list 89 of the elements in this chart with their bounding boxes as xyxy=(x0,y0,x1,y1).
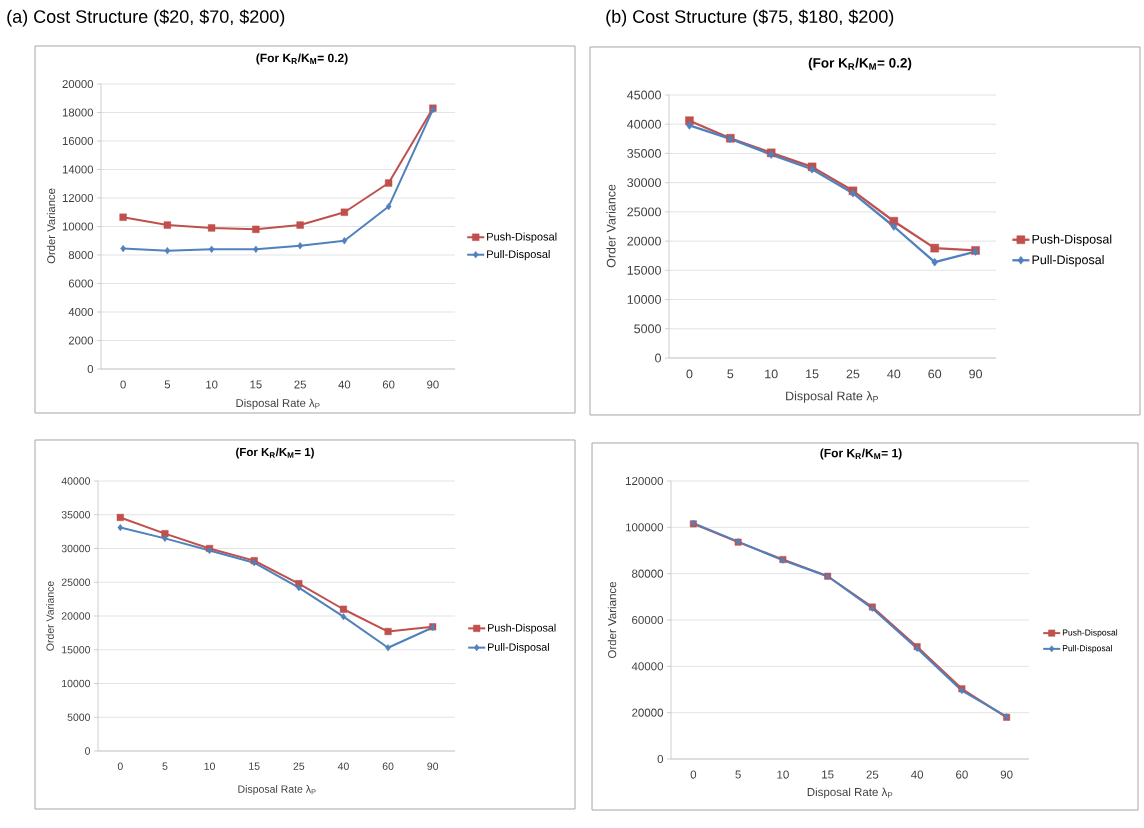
y-tick-label: 12000 xyxy=(62,193,94,202)
x-tick-label: 10 xyxy=(777,770,789,779)
y-tick-label: 20000 xyxy=(632,708,664,717)
y-tick-label: 10000 xyxy=(62,679,91,688)
x-tick-label: 15 xyxy=(822,770,834,779)
y-tick-label: 30000 xyxy=(61,544,91,553)
x-tick-label: 25 xyxy=(846,369,860,379)
x-tick-label: 5 xyxy=(735,770,741,779)
x-tick-label: 15 xyxy=(806,369,819,379)
x-tick-label: 90 xyxy=(969,369,983,379)
y-tick-label: 45000 xyxy=(627,90,661,100)
legend-label: Push-Disposal xyxy=(488,623,556,634)
y-tick-label: 60000 xyxy=(632,615,664,625)
x-tick-label: 5 xyxy=(727,369,734,379)
legend-label: Pull-Disposal xyxy=(1032,255,1104,267)
y-tick-label: 35000 xyxy=(627,149,661,158)
x-tick-label: 10 xyxy=(204,762,215,770)
x-tick-label: 10 xyxy=(765,369,778,379)
y-axis-title: Order Variance xyxy=(46,188,56,264)
x-tick-label: 60 xyxy=(382,380,395,389)
x-tick-label: 40 xyxy=(337,762,349,770)
legend-label: Pull-Disposal xyxy=(1062,644,1112,653)
x-tick-label: 90 xyxy=(427,762,439,770)
text: (b) Cost Structure ($75, $180, $200) xyxy=(606,9,894,27)
x-tick-label: 5 xyxy=(162,762,168,770)
y-tick-label: 15000 xyxy=(62,646,91,654)
y-tick-label: 0 xyxy=(85,747,91,755)
y-tick-label: 15000 xyxy=(627,265,661,275)
x-tick-label: 25 xyxy=(866,770,879,779)
x-tick-label: 90 xyxy=(1000,770,1013,779)
x-axis-title: Disposal Rate λ$_{P}$ xyxy=(786,391,878,403)
x-axis-title: Disposal Rate λ$_{P}$ xyxy=(238,785,316,795)
y-axis-title: Order Variance xyxy=(46,581,54,651)
y-tick-label: 14000 xyxy=(62,165,94,174)
y-tick-label: 40000 xyxy=(61,477,91,485)
y-tick-label: 5000 xyxy=(634,324,661,334)
y-tick-label: 120000 xyxy=(625,476,664,486)
x-tick-label: 25 xyxy=(293,762,305,770)
legend-label: Pull-Disposal xyxy=(488,643,549,653)
x-tick-label: 5 xyxy=(164,380,171,389)
y-tick-label: 6000 xyxy=(68,279,94,288)
x-tick-label: 0 xyxy=(117,762,123,770)
y-tick-label: 40000 xyxy=(627,119,661,129)
y-tick-label: 4000 xyxy=(68,307,94,316)
legend-label: Push-Disposal xyxy=(487,232,557,243)
x-tick-label: 60 xyxy=(382,762,394,770)
x-tick-label: 90 xyxy=(427,380,439,389)
y-tick-label: 80000 xyxy=(632,569,664,578)
x-tick-label: 0 xyxy=(120,380,126,389)
x-tick-label: 15 xyxy=(249,762,260,770)
x-tick-label: 40 xyxy=(887,369,901,379)
y-tick-label: 35000 xyxy=(61,511,91,519)
text: (a) Cost Structure ($20, $70, $200) xyxy=(7,9,285,27)
y-tick-label: 20000 xyxy=(627,236,661,246)
x-tick-label: 40 xyxy=(911,770,924,779)
y-axis-title: Order Variance xyxy=(606,184,616,268)
chart-title: (For K$_{R}$/K$_{M}$= 0.2) xyxy=(808,57,912,71)
chart-title: (For K$_{R}$/K$_{M}$= 0.2) xyxy=(256,53,348,65)
x-tick-label: 60 xyxy=(928,369,942,379)
y-tick-label: 8000 xyxy=(68,250,94,259)
y-tick-label: 0 xyxy=(655,353,661,363)
legend-label: Push-Disposal xyxy=(1032,234,1112,247)
y-tick-label: 100000 xyxy=(625,523,664,532)
x-axis-title: Disposal Rate λ$_{P}$ xyxy=(236,398,320,410)
y-tick-label: 10000 xyxy=(627,295,661,304)
x-tick-label: 0 xyxy=(686,369,693,379)
x-tick-label: 40 xyxy=(338,380,351,389)
x-tick-label: 25 xyxy=(294,380,306,389)
y-tick-label: 20000 xyxy=(62,79,94,88)
y-tick-label: 20000 xyxy=(61,612,91,620)
chart-title: (For K$_{R}$/K$_{M}$= 1) xyxy=(236,447,314,459)
y-tick-label: 2000 xyxy=(68,336,94,345)
y-tick-label: 25000 xyxy=(61,578,91,586)
legend-label: Push-Disposal xyxy=(1062,629,1118,638)
x-tick-label: 0 xyxy=(690,770,697,779)
y-axis-title: Order Variance xyxy=(607,581,617,659)
x-tick-label: 15 xyxy=(250,380,262,389)
y-tick-label: 40000 xyxy=(631,662,664,671)
x-tick-label: 60 xyxy=(956,770,968,779)
x-tick-label: 10 xyxy=(206,380,218,389)
y-tick-label: 25000 xyxy=(627,207,661,217)
y-tick-label: 16000 xyxy=(62,136,94,145)
x-axis-title: Disposal Rate λ$_{P}$ xyxy=(807,787,893,799)
chart-title: (For K$_{R}$/K$_{M}$= 1) xyxy=(820,448,902,460)
y-tick-label: 30000 xyxy=(627,178,661,188)
y-tick-label: 18000 xyxy=(62,108,94,117)
y-tick-label: 5000 xyxy=(67,713,91,721)
y-tick-label: 10000 xyxy=(62,222,94,231)
legend-label: Pull-Disposal xyxy=(487,249,550,261)
